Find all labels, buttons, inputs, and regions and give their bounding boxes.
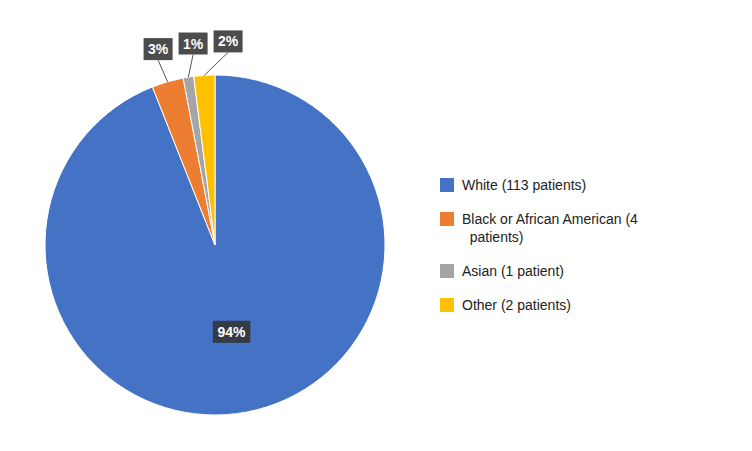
chart: 94% 3% 1% 2% White (113 patients) Black or Af…	[0, 0, 752, 451]
data-label-box	[144, 38, 173, 60]
legend-label: Other (2 patients)	[462, 297, 571, 313]
legend-swatch	[440, 298, 454, 312]
data-label: 3%	[148, 41, 169, 57]
data-label: 2%	[218, 33, 239, 49]
data-labels: 94% 3% 1% 2%	[144, 30, 251, 342]
pie-slice	[194, 75, 215, 245]
data-label-box	[214, 30, 243, 52]
leader-line	[204, 52, 228, 75]
leader-line	[158, 60, 167, 82]
pie-slices	[45, 75, 385, 415]
legend-label: Asian (1 patient)	[462, 263, 564, 279]
pie-slice	[45, 75, 385, 415]
chart-container: 94% 3% 1% 2% White (113 patients) Black or Af…	[0, 0, 752, 451]
legend-label: Black or African American (4 patients)	[462, 211, 638, 245]
leader-line	[188, 55, 193, 78]
data-label: 94%	[218, 324, 247, 340]
legend-swatch	[440, 178, 454, 192]
legend: White (113 patients) Black or African Ame…	[440, 177, 638, 313]
data-label-box	[179, 33, 208, 55]
legend-swatch	[440, 212, 454, 226]
legend-label: White (113 patients)	[462, 177, 586, 193]
legend-swatch	[440, 264, 454, 278]
data-label: 1%	[183, 36, 204, 52]
data-label-box	[213, 321, 251, 343]
